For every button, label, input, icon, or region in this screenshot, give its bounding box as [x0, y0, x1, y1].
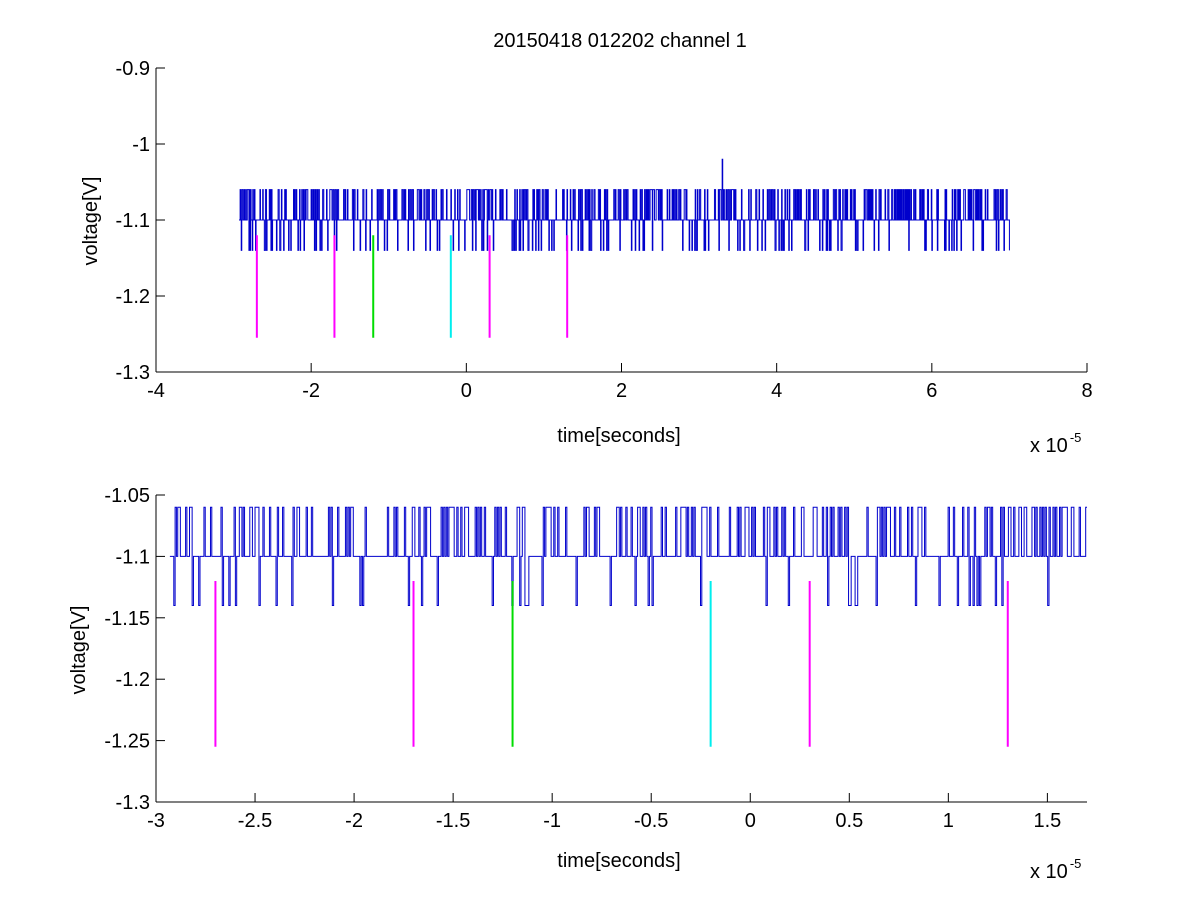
bottom-x-tick-label: 1.5	[1033, 810, 1061, 832]
top-x-tick-label: 6	[926, 380, 937, 402]
bottom-plot: -3 -2.5 -2 -1.5 -1 -0.5 0 0.5 1 1.5 -1.3 -1.25 -1.2 -…	[68, 485, 1087, 883]
top-x-multiplier-base: x 10	[1030, 435, 1068, 457]
bottom-x-multiplier-base: x 10	[1030, 861, 1068, 883]
bottom-axis-layer: -3 -2.5 -2 -1.5 -1 -0.5 0 0.5 1 1.5 -1.3 -1.25 -1.2 -…	[104, 485, 1087, 832]
bottom-x-tick-label: -3	[147, 810, 165, 832]
bottom-x-tick-label: 0.5	[835, 810, 863, 832]
top-y-tick-label: -1	[132, 134, 150, 156]
bottom-x-tick-label: -1.5	[436, 810, 470, 832]
bottom-x-tick-label: -1	[543, 810, 561, 832]
top-axis-layer: -4 -2 0 2 4 6 8 -1.3 -1.2 -1.1 -1 -0.9	[116, 58, 1093, 402]
top-x-tick-label: -4	[147, 380, 165, 402]
bottom-trace-layer	[169, 506, 1087, 607]
top-trace-layer	[239, 158, 1010, 251]
top-x-tick-label: 4	[771, 380, 782, 402]
bottom-x-multiplier-exponent: -5	[1070, 856, 1082, 871]
top-voltage-trace	[239, 158, 1010, 251]
figure-title: 20150418 012202 channel 1	[493, 30, 747, 52]
top-x-multiplier: x 10 -5	[1030, 430, 1081, 457]
bottom-voltage-trace	[169, 506, 1087, 607]
top-plot: -4 -2 0 2 4 6 8 -1.3 -1.2 -1.1 -1 -0.9 time[seconds…	[80, 58, 1093, 457]
bottom-x-tick-label: -2.5	[238, 810, 272, 832]
top-x-multiplier-exponent: -5	[1070, 430, 1082, 445]
top-x-tick-label: 2	[616, 380, 627, 402]
top-y-tick-label: -0.9	[116, 58, 150, 80]
top-x-axis-label: time[seconds]	[557, 425, 680, 447]
bottom-x-axis-label: time[seconds]	[557, 850, 680, 872]
bottom-y-tick-label: -1.3	[116, 792, 150, 814]
top-x-tick-label: -2	[302, 380, 320, 402]
top-y-tick-label: -1.1	[116, 210, 150, 232]
top-y-tick-label: -1.3	[116, 362, 150, 384]
bottom-x-tick-label: -2	[345, 810, 363, 832]
bottom-y-tick-label: -1.1	[116, 546, 150, 568]
bottom-x-multiplier: x 10 -5	[1030, 856, 1081, 883]
bottom-y-axis-label: voltage[V]	[68, 606, 90, 695]
top-y-axis-label: voltage[V]	[80, 177, 102, 266]
top-marker-layer	[255, 235, 569, 338]
bottom-y-tick-label: -1.25	[104, 731, 150, 753]
bottom-y-tick-label: -1.2	[116, 669, 150, 691]
bottom-y-tick-label: -1.05	[104, 485, 150, 507]
bottom-marker-layer	[214, 580, 1009, 747]
top-x-tick-label: 8	[1081, 380, 1092, 402]
bottom-x-tick-label: 1	[943, 810, 954, 832]
top-x-tick-label: 0	[461, 380, 472, 402]
bottom-x-tick-label: -0.5	[634, 810, 668, 832]
bottom-x-tick-label: 0	[745, 810, 756, 832]
top-y-tick-label: -1.2	[116, 286, 150, 308]
bottom-y-tick-label: -1.15	[104, 608, 150, 630]
